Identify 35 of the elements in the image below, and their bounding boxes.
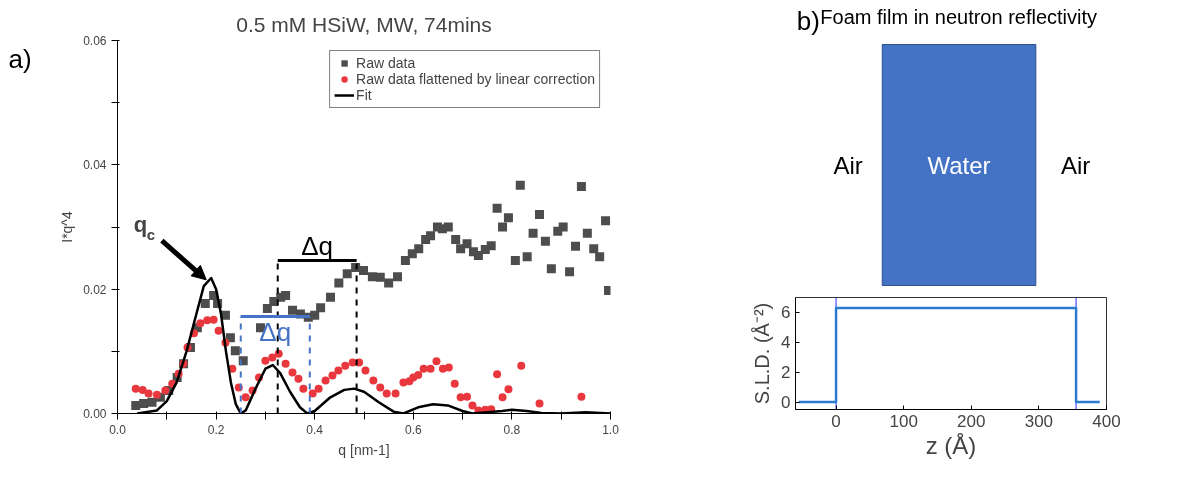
x-tick-label: 400: [1092, 411, 1121, 431]
y-tick-label: 0.02: [83, 282, 107, 297]
text: 0.0: [109, 422, 126, 437]
text: Air: [833, 152, 863, 179]
y-tick-label: 2: [781, 363, 791, 383]
x-tick-label: 300: [1024, 411, 1054, 431]
legend-label: Fit: [356, 87, 373, 103]
y-tick-label: 4: [781, 333, 791, 353]
y-tick-label: 0: [781, 393, 791, 413]
text: b): [796, 5, 820, 36]
y-tick-label: 0.06: [83, 34, 107, 48]
x-tick-label: 1.0: [602, 422, 620, 437]
chart-title: Foam film in neutron reflectivity: [820, 5, 1098, 28]
y-tick-label: 0.00: [83, 407, 107, 421]
x-tick-label: 200: [957, 411, 986, 431]
x-tick-label: 0: [831, 411, 841, 431]
x-axis-title: q [nm-1]: [338, 441, 390, 458]
x-tick-label: 0.4: [306, 422, 324, 437]
text: Air: [1060, 152, 1091, 179]
text: Water: [927, 152, 991, 179]
y-tick-label: 6: [781, 303, 791, 323]
y-tick-label: 0.04: [83, 158, 107, 173]
y-axis-title: I*q^4: [59, 211, 76, 243]
chart-title: 0.5 mM HSiW, MW, 74mins: [236, 12, 492, 36]
x-tick-label: 0.6: [404, 422, 422, 437]
y-axis-title: S.L.D. (Å⁻²): [751, 302, 774, 405]
legend-label: Raw data: [356, 55, 416, 71]
x-tick-label: 0.8: [503, 422, 521, 437]
x-tick-label: 0.2: [207, 422, 225, 437]
x-tick-label: 100: [889, 411, 918, 431]
text: a): [8, 44, 32, 75]
annotation: Δq: [259, 316, 292, 347]
annotation: Δq: [301, 230, 334, 261]
legend-label: Raw data flattened by linear correction: [356, 71, 595, 87]
x-axis-title: z (Å): [925, 431, 977, 459]
